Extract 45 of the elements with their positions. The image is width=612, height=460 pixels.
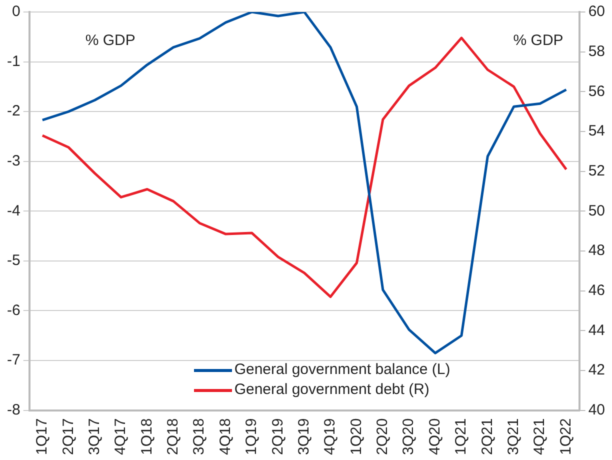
y-tick-label: -2: [6, 102, 20, 120]
y2-tick-label: 58: [588, 42, 606, 60]
legend-label: General government balance (L): [234, 360, 450, 380]
x-tick-label: 2Q20: [374, 418, 392, 456]
annotation: % GDP: [85, 32, 136, 50]
x-tick-label: 2Q19: [269, 418, 286, 456]
x-tick-label: 3Q18: [190, 418, 208, 456]
y-tick-label: -1: [6, 52, 20, 70]
y2-tick-label: 60: [588, 3, 606, 20]
x-tick-label: 4Q17: [112, 418, 130, 456]
annotation: % GDP: [513, 32, 564, 50]
x-tick-label: 3Q19: [295, 418, 312, 456]
x-tick-label: 1Q17: [34, 418, 51, 456]
x-tick-label: 3Q17: [86, 418, 103, 456]
x-tick-label: 2Q21: [478, 418, 496, 456]
x-tick-label: 3Q20: [400, 418, 418, 456]
y-tick-label: -5: [6, 252, 20, 270]
y-tick-label: 0: [12, 3, 20, 20]
legend-label: General government debt (R): [234, 380, 430, 400]
x-tick-label: 3Q21: [504, 418, 522, 456]
x-tick-label: 1Q22: [557, 418, 574, 456]
y2-tick-label: 50: [588, 202, 606, 220]
y-tick-label: -7: [6, 352, 20, 369]
x-tick-label: 4Q19: [322, 418, 339, 456]
y2-tick-label: 52: [588, 162, 606, 180]
x-tick-label: 4Q21: [531, 418, 548, 456]
y2-tick-label: 46: [588, 282, 606, 299]
x-tick-label: 1Q18: [138, 418, 156, 456]
x-tick-label: 1Q21: [452, 418, 470, 456]
x-tick-label: 2Q18: [164, 418, 182, 456]
x-tick-label: 1Q20: [348, 418, 365, 456]
y-tick-label: -3: [6, 152, 20, 170]
y2-tick-label: 40: [588, 401, 606, 418]
x-tick-label: 4Q18: [216, 418, 234, 456]
y2-tick-label: 44: [588, 322, 606, 339]
x-tick-label: 2Q17: [60, 418, 77, 456]
y2-tick-label: 42: [588, 362, 606, 379]
y-tick-label: -8: [6, 401, 20, 418]
x-tick-label: 4Q20: [426, 418, 444, 456]
y2-tick-label: 56: [588, 82, 606, 100]
y-tick-label: -6: [6, 302, 20, 319]
y2-tick-label: 54: [588, 122, 606, 140]
y2-tick-label: 48: [588, 242, 606, 260]
x-tick-label: 1Q19: [243, 418, 260, 456]
y-tick-label: -4: [6, 202, 20, 220]
